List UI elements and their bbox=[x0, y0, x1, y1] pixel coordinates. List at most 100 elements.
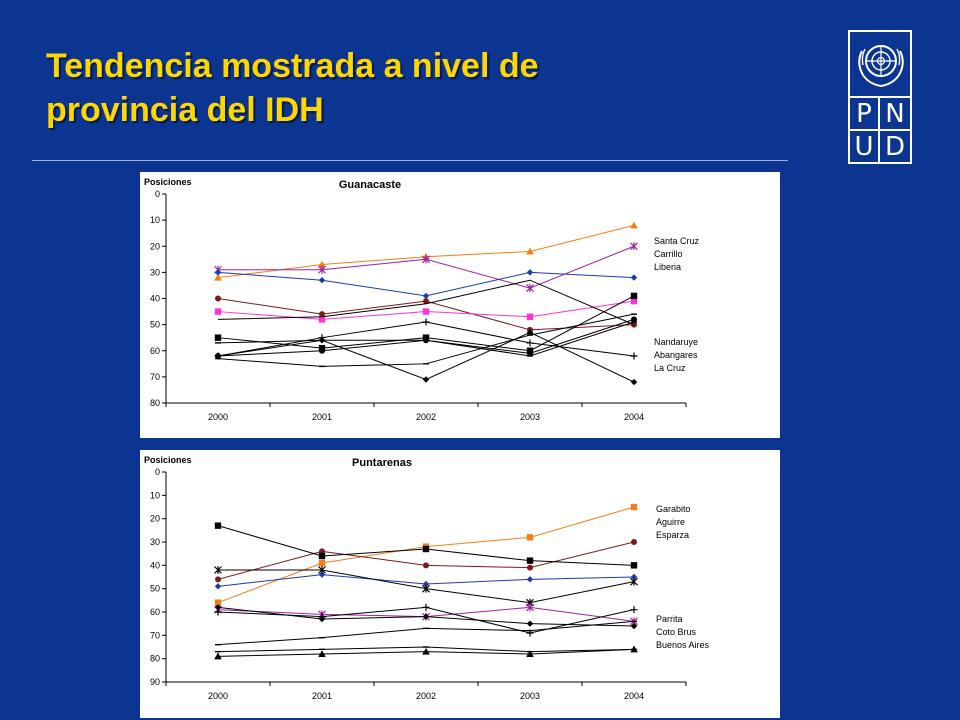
chart1-series-9-point-2 bbox=[422, 318, 430, 326]
chart2-xtick-label-0: 2000 bbox=[208, 691, 228, 701]
chart2-series-6-point-4 bbox=[630, 606, 638, 614]
chart1-xtick-label-2: 2002 bbox=[416, 412, 436, 422]
chart2-ytick-label-8: 80 bbox=[150, 654, 160, 664]
chart2-series-3-point-3 bbox=[526, 576, 534, 583]
chart2-legend-top-1: Aguirre bbox=[656, 517, 685, 527]
chart2-ytick-label-7: 70 bbox=[150, 630, 160, 640]
chart1-series-4-point-1 bbox=[318, 316, 326, 323]
chart1-series-2-point-0 bbox=[214, 269, 222, 276]
chart1-series-9-point-4 bbox=[630, 352, 638, 360]
chart2-xtick-label-3: 2003 bbox=[520, 691, 540, 701]
chart2-ylabel: Posiciones bbox=[144, 455, 192, 465]
chart1-ytick-label-8: 80 bbox=[150, 398, 160, 408]
chart1-title: Guanacaste bbox=[339, 179, 401, 191]
chart1-series-4-point-4 bbox=[630, 297, 638, 305]
chart1-series-10 bbox=[215, 313, 637, 368]
chart1-xtick-label-1: 2001 bbox=[312, 412, 332, 422]
chart2-series-0-point-0 bbox=[214, 599, 222, 606]
chart1-ytick-label-5: 50 bbox=[150, 320, 160, 330]
chart2-ytick-label-2: 20 bbox=[150, 514, 160, 524]
chart1-series-11-point-1 bbox=[318, 337, 326, 344]
chart1-xtick-label-0: 2000 bbox=[208, 412, 228, 422]
chart1-series-0 bbox=[214, 221, 638, 281]
chart1-series-8-point-2 bbox=[423, 337, 429, 344]
chart1-series-8-point-1 bbox=[319, 347, 325, 354]
chart1-series-4-point-3 bbox=[526, 313, 534, 320]
chart2-legend-bottom-2: Buenos Aires bbox=[656, 640, 710, 650]
chart1-series-8-point-4 bbox=[631, 316, 637, 323]
chart2-series-2-point-3 bbox=[526, 557, 534, 564]
chart1-ytick-label-7: 70 bbox=[150, 372, 160, 382]
slide-title: Tendencia mostrada a nivel de provincia … bbox=[46, 44, 539, 132]
chart1-series-4-point-0 bbox=[214, 308, 222, 315]
chart2-series-0-point-3 bbox=[526, 534, 534, 541]
chart1-series-2 bbox=[214, 269, 638, 300]
chart2-series-3-point-2 bbox=[422, 580, 430, 588]
chart2-series-1-point-0 bbox=[215, 576, 221, 583]
chart2-legend-bottom-0: Parrita bbox=[656, 614, 683, 624]
chart2-series-6-point-2 bbox=[422, 603, 430, 611]
chart2-title: Puntarenas bbox=[352, 457, 412, 469]
chart2-series-3-point-4 bbox=[630, 573, 638, 581]
chart1-series-2-point-3 bbox=[526, 269, 534, 276]
title-divider bbox=[32, 160, 788, 161]
chart2-series-10-point-2 bbox=[422, 647, 430, 655]
chart1-series-6-point-0 bbox=[214, 334, 222, 341]
chart2-xtick-label-4: 2004 bbox=[624, 691, 644, 701]
chart2-series-4-point-0 bbox=[214, 566, 222, 574]
chart2-series-10-point-0 bbox=[214, 652, 222, 660]
chart1-series-11-point-2 bbox=[422, 376, 430, 383]
chart2-series-10-point-4 bbox=[630, 645, 638, 653]
chart2-series-10-point-3 bbox=[526, 650, 534, 657]
chart2-legend-top-0: Garabito bbox=[656, 504, 691, 514]
chart2-ytick-label-3: 30 bbox=[150, 537, 160, 547]
chart2-series-2-point-1 bbox=[318, 552, 326, 560]
undp-logo-letters: P N U D bbox=[850, 96, 910, 162]
chart2-series-10 bbox=[214, 645, 638, 660]
chart1-series-1-point-2 bbox=[422, 255, 430, 264]
chart-guanacaste: Guanacaste Posiciones 0 10 20 30 40 50 60 70 80 200… bbox=[140, 172, 780, 438]
chart1-series-1-line bbox=[218, 245, 635, 289]
slide-title-line-2: provincia del IDH bbox=[46, 91, 324, 129]
chart2-series-1 bbox=[215, 539, 637, 583]
chart1-series-1-point-1 bbox=[318, 265, 326, 274]
chart1-series-6-point-4 bbox=[630, 292, 638, 300]
chart1-series-8-point-3 bbox=[527, 350, 533, 357]
chart1-ytick-label-1: 10 bbox=[150, 215, 160, 225]
chart2-ytick-label-9: 90 bbox=[150, 677, 160, 687]
chart1-series-3-point-2 bbox=[423, 298, 429, 305]
logo-letter-p: P bbox=[850, 96, 880, 129]
un-emblem-icon bbox=[858, 45, 904, 88]
chart2-series-4 bbox=[214, 566, 638, 607]
chart1-series-11-point-4 bbox=[630, 378, 638, 386]
chart1-series-2-line bbox=[217, 271, 635, 297]
chart1-legend-bottom-0: Nandaruye bbox=[654, 337, 698, 347]
chart2-series-0-point-1 bbox=[318, 559, 326, 567]
chart1-series-0-point-1 bbox=[318, 260, 326, 268]
chart2-series-7-point-4 bbox=[630, 622, 638, 630]
slide-title-line-1: Tendencia mostrada a nivel de bbox=[46, 47, 539, 85]
logo-letter-u: U bbox=[850, 129, 880, 162]
chart1-series-3-point-1 bbox=[319, 311, 325, 318]
chart1-series-1 bbox=[214, 242, 638, 293]
chart1-series-0-point-4 bbox=[630, 221, 638, 229]
chart2-series-5-point-3 bbox=[526, 603, 534, 612]
chart1-series-11-point-3 bbox=[526, 329, 534, 336]
chart2-series-2-point-2 bbox=[422, 545, 430, 553]
chart2-ytick-label-4: 40 bbox=[150, 560, 160, 570]
chart1-series-0-point-0 bbox=[214, 273, 222, 281]
chart1-series-5-line bbox=[217, 279, 635, 326]
chart1-xtick-label-3: 2003 bbox=[520, 412, 540, 422]
chart-guanacaste-plot: Guanacaste Posiciones 0 10 20 30 40 50 60 70 80 200… bbox=[144, 177, 700, 422]
chart2-series-8 bbox=[215, 620, 637, 646]
chart1-series-5 bbox=[217, 279, 635, 326]
chart1-legend-bottom-1: Abangares bbox=[654, 350, 698, 360]
chart1-ylabel: Posiciones bbox=[144, 177, 192, 187]
chart1-series-2-point-2 bbox=[422, 292, 430, 300]
chart1-legend-top-1: Carrillo bbox=[654, 249, 683, 259]
chart2-series-4-point-2 bbox=[422, 584, 430, 593]
chart1-series-1-point-3 bbox=[526, 284, 534, 293]
chart2-series-1-point-2 bbox=[423, 562, 429, 569]
chart1-ytick-label-3: 30 bbox=[150, 267, 160, 277]
chart1-ytick-label-4: 40 bbox=[150, 294, 160, 304]
